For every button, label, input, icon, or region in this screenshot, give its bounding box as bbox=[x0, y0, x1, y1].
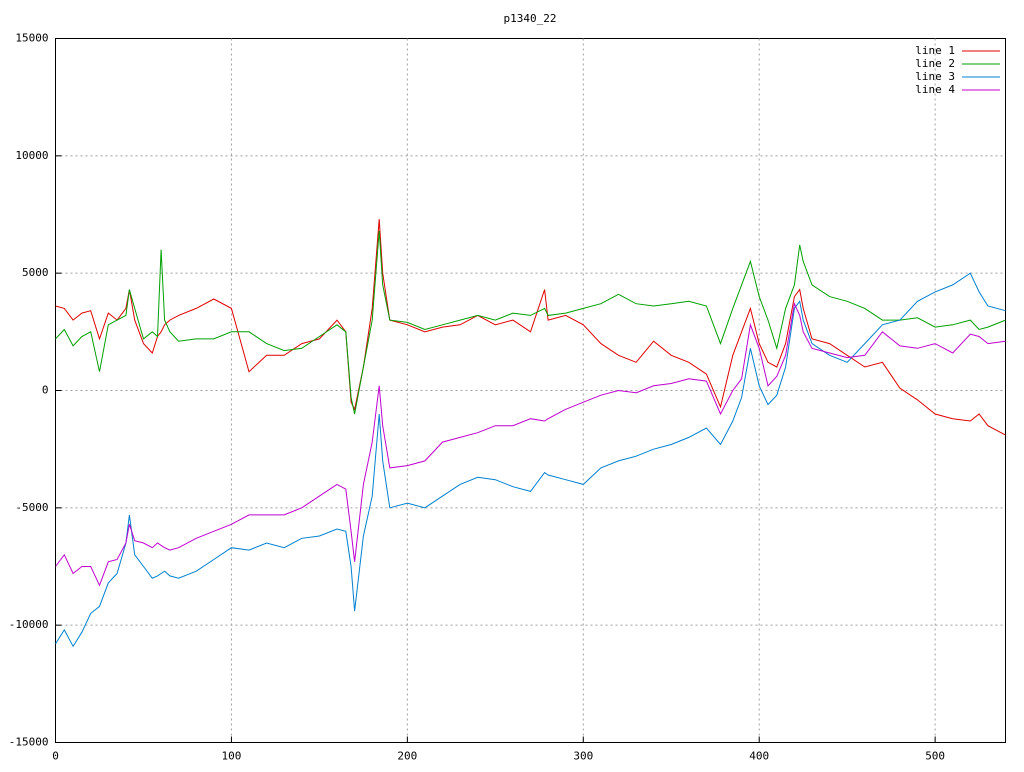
x-tick-label: 500 bbox=[925, 750, 945, 763]
legend-label: line 4 bbox=[915, 83, 955, 96]
x-tick-label: 300 bbox=[573, 750, 593, 763]
data-line bbox=[55, 272, 1006, 648]
data-line bbox=[55, 230, 1006, 415]
y-tick-label: 5000 bbox=[22, 266, 49, 279]
data-line bbox=[55, 219, 1006, 436]
y-tick-label: -10000 bbox=[9, 618, 49, 631]
y-tick-label: -5000 bbox=[15, 501, 48, 514]
chart-title: p1340_22 bbox=[504, 12, 557, 25]
x-tick-label: 200 bbox=[397, 750, 417, 763]
x-tick-label: 400 bbox=[749, 750, 769, 763]
legend-label: line 1 bbox=[915, 44, 955, 57]
legend-label: line 3 bbox=[915, 70, 955, 83]
y-tick-label: 0 bbox=[42, 384, 49, 397]
x-tick-label: 100 bbox=[221, 750, 241, 763]
y-tick-label: 15000 bbox=[15, 32, 48, 45]
x-tick-label: 0 bbox=[52, 750, 59, 763]
legend-label: line 2 bbox=[915, 57, 955, 70]
data-line bbox=[55, 302, 1006, 587]
y-tick-label: -15000 bbox=[9, 736, 49, 749]
y-tick-label: 10000 bbox=[15, 149, 48, 162]
